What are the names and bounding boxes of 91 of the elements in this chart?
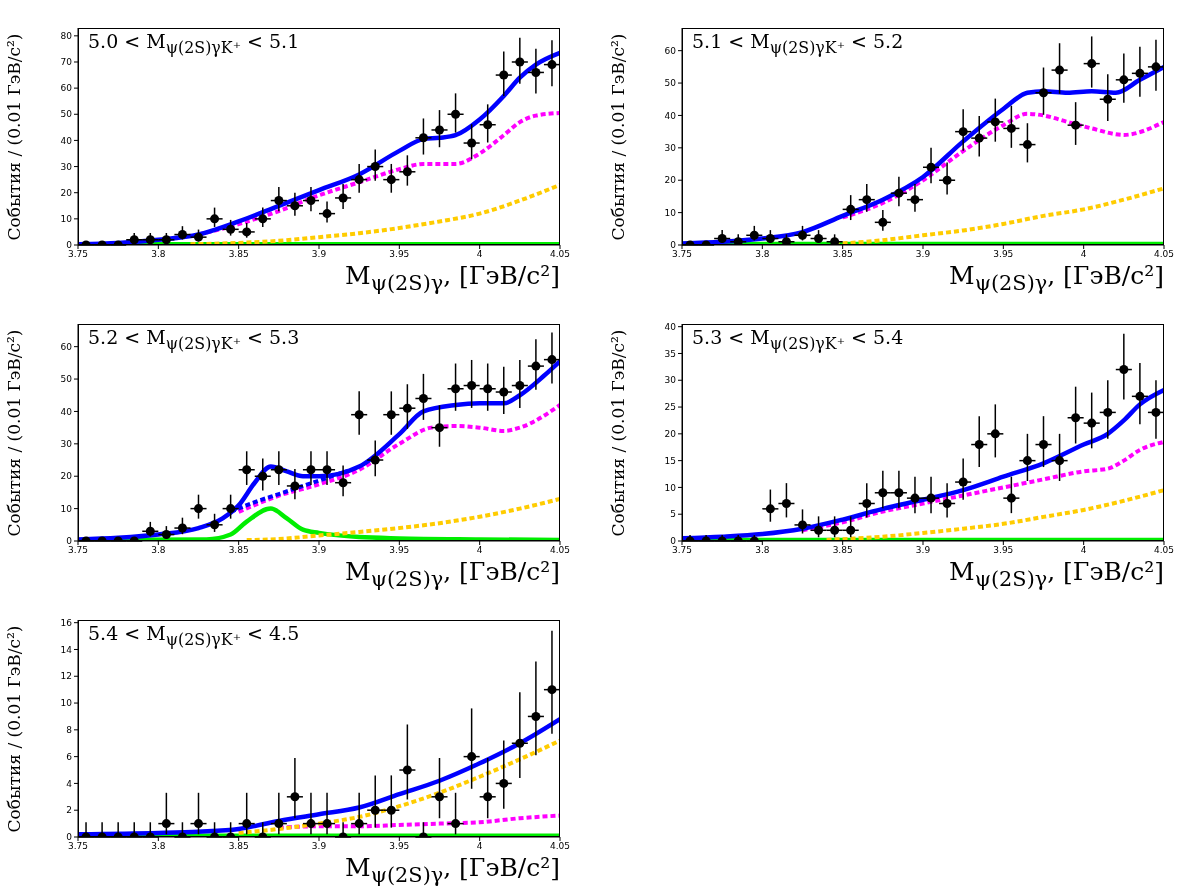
y-tick-label: 40 <box>664 110 677 121</box>
y-tick-label: 0 <box>670 240 677 251</box>
x-tick-label: 3.75 <box>671 545 693 556</box>
x-tick-label: 3.75 <box>671 249 693 260</box>
x-tick-label: 3.85 <box>832 545 853 556</box>
x-tick-label: 3.8 <box>151 841 166 852</box>
chart-title: 5.0 < M$_{ψ(2S)γK⁺}$ < 5.1 <box>88 30 300 57</box>
y-tick-label: 12 <box>60 671 72 682</box>
x-tick-label: 3.95 <box>389 249 410 260</box>
y-tick-label: 14 <box>60 644 73 655</box>
y-tick-label: 30 <box>60 161 73 172</box>
chart-title: 5.4 < M$_{ψ(2S)γK⁺}$ < 4.5 <box>88 622 300 649</box>
y-tick-label: 16 <box>60 617 73 628</box>
chart-title: 5.3 < M$_{ψ(2S)γK⁺}$ < 5.4 <box>692 326 904 353</box>
x-tick-label: 3.85 <box>832 249 853 260</box>
x-tick-label: 3.8 <box>755 249 770 260</box>
y-tick-label: 10 <box>60 214 73 225</box>
x-tick-label: 3.85 <box>228 841 249 852</box>
x-tick-label: 4.05 <box>549 545 571 556</box>
y-tick-label: 60 <box>664 45 677 56</box>
y-tick-label: 0 <box>670 536 677 547</box>
y-tick-label: 30 <box>60 439 73 450</box>
x-tick-label: 3.75 <box>67 545 89 556</box>
y-tick-label: 0 <box>66 536 73 547</box>
x-tick-label: 4.05 <box>549 841 571 852</box>
x-tick-label: 3.85 <box>228 249 249 260</box>
y-tick-label: 30 <box>664 375 677 386</box>
y-tick-label: 50 <box>60 374 73 385</box>
y-tick-label: 50 <box>60 109 73 120</box>
y-tick-label: 20 <box>664 175 677 186</box>
y-axis-title: События / (0.01 ГэВ/c²) <box>608 33 628 240</box>
y-tick-label: 80 <box>60 31 73 42</box>
y-axis-title: События / (0.01 ГэВ/c²) <box>608 329 628 536</box>
x-tick-label: 3.75 <box>67 249 89 260</box>
chart-title: 5.1 < M$_{ψ(2S)γK⁺}$ < 5.2 <box>692 30 904 57</box>
y-tick-label: 5 <box>670 509 676 520</box>
x-tick-label: 3.8 <box>755 545 770 556</box>
x-tick-label: 4 <box>1080 249 1087 260</box>
x-tick-label: 3.95 <box>993 249 1014 260</box>
y-tick-label: 40 <box>664 321 677 332</box>
x-axis-title: M$_{ψ(2S)γ}$, [ГэВ/c²] <box>949 261 1164 295</box>
x-tick-label: 3.9 <box>311 545 327 556</box>
y-tick-label: 20 <box>60 471 73 482</box>
x-axis-title: M$_{ψ(2S)γ}$, [ГэВ/c²] <box>345 261 560 295</box>
y-tick-label: 35 <box>664 348 676 359</box>
y-tick-label: 2 <box>66 805 72 816</box>
y-axis-title: События / (0.01 ГэВ/c²) <box>4 33 24 240</box>
y-tick-label: 8 <box>66 725 73 736</box>
y-tick-label: 10 <box>664 207 677 218</box>
y-axis-title: События / (0.01 ГэВ/c²) <box>4 625 24 832</box>
x-axis-title: M$_{ψ(2S)γ}$, [ГэВ/c²] <box>345 557 560 591</box>
y-tick-label: 70 <box>60 57 73 68</box>
x-tick-label: 4 <box>476 249 483 260</box>
x-tick-label: 4 <box>476 545 483 556</box>
x-tick-label: 3.9 <box>915 249 931 260</box>
y-tick-label: 15 <box>664 455 676 466</box>
x-tick-label: 4 <box>476 841 483 852</box>
y-tick-label: 4 <box>66 778 73 789</box>
x-tick-label: 3.9 <box>311 249 327 260</box>
y-tick-label: 10 <box>60 698 73 709</box>
y-tick-label: 60 <box>60 83 73 94</box>
x-tick-label: 3.85 <box>228 545 249 556</box>
y-tick-label: 40 <box>60 406 73 417</box>
y-tick-label: 20 <box>60 187 73 198</box>
x-tick-label: 4 <box>1080 545 1087 556</box>
x-tick-label: 4.05 <box>1153 545 1175 556</box>
y-tick-label: 0 <box>66 240 73 251</box>
y-tick-label: 25 <box>664 402 676 413</box>
x-tick-label: 3.95 <box>389 841 410 852</box>
y-tick-label: 60 <box>60 341 73 352</box>
y-tick-label: 6 <box>66 751 73 762</box>
x-tick-label: 3.8 <box>151 545 166 556</box>
x-tick-label: 3.95 <box>389 545 410 556</box>
x-tick-label: 3.9 <box>311 841 327 852</box>
chart-title: 5.2 < M$_{ψ(2S)γK⁺}$ < 5.3 <box>88 326 300 353</box>
x-tick-label: 3.75 <box>67 841 89 852</box>
x-axis-title: M$_{ψ(2S)γ}$, [ГэВ/c²] <box>949 557 1164 591</box>
y-tick-label: 40 <box>60 135 73 146</box>
y-tick-label: 0 <box>66 832 73 843</box>
y-tick-label: 20 <box>664 429 677 440</box>
x-tick-label: 4.05 <box>549 249 571 260</box>
y-axis-title: События / (0.01 ГэВ/c²) <box>4 329 24 536</box>
y-tick-label: 30 <box>664 143 677 154</box>
x-tick-label: 4.05 <box>1153 249 1175 260</box>
y-tick-label: 10 <box>664 482 677 493</box>
y-tick-label: 10 <box>60 503 73 514</box>
x-tick-label: 3.95 <box>993 545 1014 556</box>
x-tick-label: 3.9 <box>915 545 931 556</box>
y-tick-label: 50 <box>664 78 677 89</box>
x-axis-title: M$_{ψ(2S)γ}$, [ГэВ/c²] <box>345 853 560 887</box>
x-tick-label: 3.8 <box>151 249 166 260</box>
